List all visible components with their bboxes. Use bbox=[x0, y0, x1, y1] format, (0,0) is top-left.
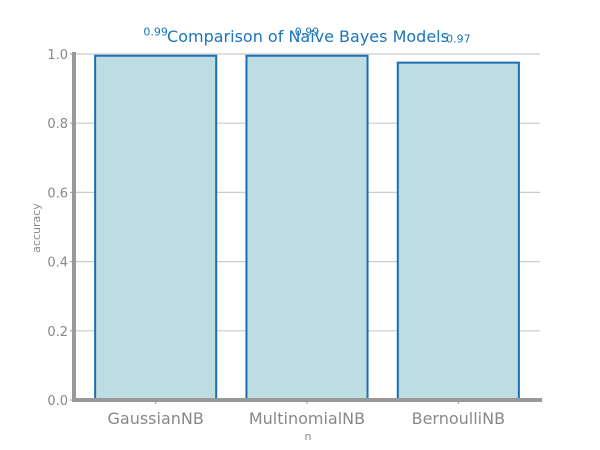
y-tick-label: 0.2 bbox=[47, 325, 68, 340]
bar-bernoullinb bbox=[396, 61, 520, 402]
chart-title: Comparison of Naive Bayes Models bbox=[167, 27, 449, 46]
value-labels: 0.99 0.99 0.97 bbox=[143, 26, 470, 46]
x-tick-label: MultinomialNB bbox=[249, 409, 365, 428]
value-label: 0.97 bbox=[446, 33, 471, 46]
y-tick-label: 0.4 bbox=[47, 256, 68, 271]
y-axis-title: accuracy bbox=[30, 203, 43, 253]
x-ticks: GaussianNB MultinomialNB BernoulliNB bbox=[107, 400, 505, 428]
bar-multinomialnb bbox=[245, 54, 369, 401]
value-label: 0.99 bbox=[295, 26, 320, 39]
bar-gaussiannb bbox=[94, 54, 218, 401]
y-tick-label: 0.0 bbox=[47, 394, 68, 409]
y-tick-label: 0.8 bbox=[47, 117, 68, 132]
y-tick-label: 1.0 bbox=[47, 48, 68, 63]
value-label: 0.99 bbox=[143, 26, 168, 39]
x-tick-label: BernoulliNB bbox=[412, 409, 505, 428]
y-ticks: 0.0 0.2 0.4 0.6 0.8 1.0 bbox=[47, 48, 74, 409]
x-axis-title: n bbox=[305, 430, 312, 443]
bars bbox=[94, 54, 520, 402]
x-tick-label: GaussianNB bbox=[107, 409, 203, 428]
y-tick-label: 0.6 bbox=[47, 186, 68, 201]
